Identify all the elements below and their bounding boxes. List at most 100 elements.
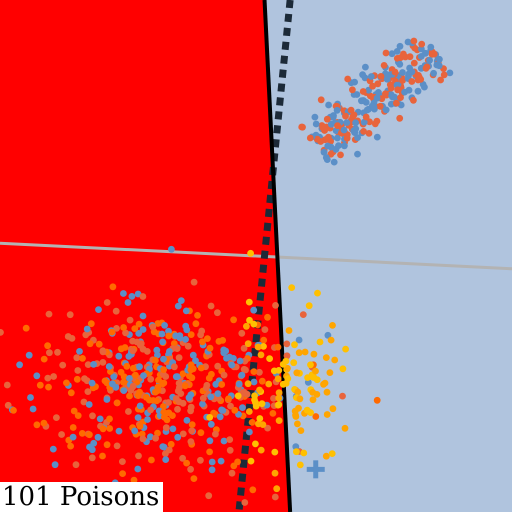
data-point bbox=[182, 307, 190, 315]
data-point bbox=[162, 424, 170, 432]
data-point bbox=[208, 370, 215, 378]
data-point bbox=[120, 324, 127, 331]
data-point bbox=[290, 359, 298, 367]
data-point bbox=[181, 382, 189, 390]
data-point bbox=[414, 87, 422, 95]
data-point bbox=[129, 364, 137, 372]
data-point bbox=[394, 86, 402, 94]
data-point bbox=[320, 148, 328, 156]
data-point bbox=[44, 342, 51, 350]
data-point bbox=[109, 283, 117, 291]
data-point bbox=[69, 433, 77, 441]
data-point bbox=[208, 466, 216, 474]
data-point bbox=[206, 344, 214, 352]
data-point bbox=[126, 392, 133, 400]
data-point bbox=[123, 362, 131, 370]
data-point bbox=[154, 429, 161, 437]
data-point bbox=[296, 461, 304, 469]
data-point bbox=[359, 88, 367, 95]
reference-line bbox=[0, 241, 512, 271]
data-point bbox=[22, 324, 30, 332]
data-point bbox=[152, 357, 159, 364]
data-point bbox=[313, 391, 321, 398]
data-point bbox=[155, 376, 162, 384]
data-point bbox=[408, 78, 416, 85]
data-point bbox=[341, 142, 348, 150]
data-point bbox=[313, 376, 321, 384]
data-point bbox=[147, 433, 154, 441]
data-point bbox=[337, 151, 344, 159]
data-point bbox=[247, 249, 255, 257]
data-point bbox=[76, 348, 83, 355]
data-point bbox=[257, 351, 265, 359]
data-point bbox=[288, 284, 296, 291]
data-point bbox=[400, 50, 407, 58]
data-point bbox=[53, 414, 60, 421]
data-point bbox=[10, 407, 17, 414]
data-point bbox=[187, 438, 195, 445]
data-point bbox=[139, 312, 147, 320]
data-point bbox=[45, 383, 52, 391]
data-point bbox=[206, 448, 214, 456]
data-point bbox=[285, 327, 293, 334]
data-point bbox=[339, 365, 347, 373]
data-point bbox=[172, 395, 180, 402]
data-point bbox=[330, 158, 338, 166]
data-point bbox=[174, 405, 181, 413]
data-point bbox=[266, 355, 273, 362]
data-point bbox=[319, 124, 327, 131]
data-point bbox=[220, 371, 228, 379]
data-point bbox=[106, 425, 114, 432]
data-point bbox=[275, 394, 283, 402]
data-point bbox=[376, 102, 384, 110]
data-point bbox=[88, 454, 96, 462]
data-point bbox=[352, 119, 359, 127]
data-point bbox=[247, 457, 255, 465]
data-point bbox=[370, 103, 378, 111]
data-point bbox=[335, 142, 342, 150]
data-point bbox=[134, 465, 142, 473]
data-point bbox=[295, 349, 303, 357]
data-point bbox=[172, 373, 180, 381]
data-point bbox=[113, 399, 121, 407]
data-point bbox=[391, 68, 399, 76]
data-point bbox=[312, 120, 320, 128]
data-point bbox=[254, 343, 262, 351]
data-point bbox=[36, 381, 44, 389]
data-point bbox=[215, 338, 223, 345]
data-point bbox=[119, 470, 126, 477]
data-point bbox=[258, 377, 266, 385]
data-point bbox=[125, 353, 133, 360]
data-point bbox=[240, 388, 248, 396]
data-point bbox=[125, 375, 133, 382]
data-point bbox=[291, 341, 298, 349]
data-point bbox=[120, 379, 127, 386]
data-point bbox=[322, 354, 330, 361]
class-a-cluster bbox=[0, 245, 381, 512]
data-point bbox=[182, 322, 190, 330]
data-point bbox=[33, 372, 41, 380]
data-point bbox=[187, 403, 195, 411]
data-point bbox=[295, 336, 303, 344]
data-point bbox=[124, 408, 132, 415]
data-point bbox=[147, 375, 155, 383]
data-point bbox=[246, 428, 253, 436]
data-point bbox=[422, 64, 430, 72]
data-point bbox=[316, 338, 324, 346]
data-point bbox=[131, 427, 139, 435]
data-point bbox=[329, 405, 337, 413]
data-point bbox=[69, 424, 77, 431]
data-point bbox=[207, 393, 215, 401]
data-point bbox=[50, 373, 57, 380]
data-point bbox=[227, 402, 234, 410]
data-point bbox=[350, 127, 358, 135]
data-point bbox=[311, 113, 319, 121]
target-point bbox=[306, 460, 325, 479]
data-point bbox=[362, 113, 370, 121]
data-point bbox=[109, 380, 116, 388]
data-point bbox=[160, 403, 167, 410]
data-point bbox=[241, 499, 249, 506]
data-point bbox=[160, 408, 168, 416]
data-point bbox=[328, 450, 336, 457]
